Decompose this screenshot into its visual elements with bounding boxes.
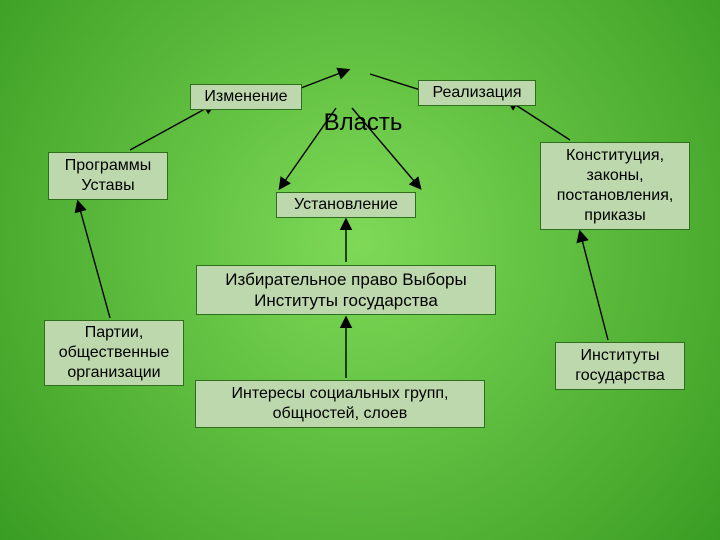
edge bbox=[508, 100, 570, 140]
node-konstituciya: Конституция, законы, постановления, прик… bbox=[540, 142, 690, 230]
edge bbox=[580, 232, 608, 340]
node-ustanovlenie: Установление bbox=[276, 192, 416, 218]
node-izbirat: Избирательное право Выборы Институты гос… bbox=[196, 265, 496, 315]
node-realizaciya: Реализация bbox=[418, 80, 536, 106]
node-programmy: Программы Уставы bbox=[48, 152, 168, 200]
edge bbox=[130, 104, 214, 150]
diagram-title: Власть bbox=[303, 108, 423, 138]
diagram-stage: Власть Изменение Реализация Программы Ус… bbox=[0, 0, 720, 540]
edge bbox=[78, 202, 110, 318]
node-izmenenie: Изменение bbox=[190, 84, 302, 110]
node-instituty: Институты государства bbox=[555, 342, 685, 390]
node-partii: Партии, общественные организации bbox=[44, 320, 184, 386]
node-interesy: Интересы социальных групп, общностей, сл… bbox=[195, 380, 485, 428]
